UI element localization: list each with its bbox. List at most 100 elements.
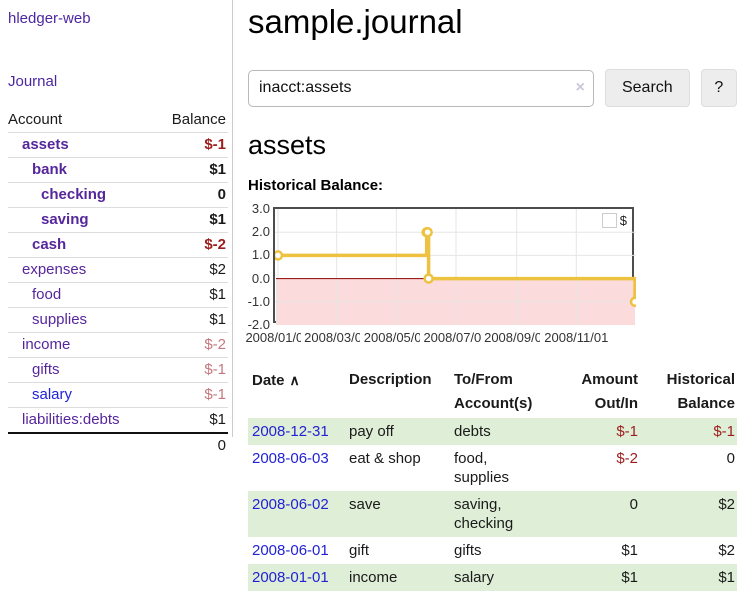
transaction-date-link[interactable]: 2008-12-31	[252, 423, 329, 440]
account-balance: $1	[154, 282, 228, 308]
sidebar-item-journal[interactable]: Journal	[8, 73, 58, 90]
transaction-balance: $2	[718, 542, 735, 559]
sidebar: hledger-web Journal Account Balance asse…	[0, 0, 233, 458]
transaction-description: gift	[349, 542, 370, 559]
y-tick-label: 3.0	[251, 201, 270, 216]
x-tick-label: 2008/05/01	[360, 330, 433, 345]
account-balance: $1	[154, 407, 228, 433]
main-content: sample.journal × Search ? assets Histori…	[233, 0, 742, 591]
account-link[interactable]: checking	[41, 186, 107, 203]
account-link[interactable]: bank	[32, 161, 68, 178]
account-balance: $-2	[154, 332, 228, 358]
account-row: checking 0	[8, 182, 228, 208]
y-tick-label: 0.0	[251, 270, 270, 286]
transaction-amount: $-2	[616, 450, 638, 467]
account-row: supplies $1	[8, 307, 228, 333]
chart-point	[423, 273, 434, 284]
accounts-tbody: assets $-1 bank $1 checking 0 saving $1 cash $-2 e…	[8, 132, 228, 433]
accounts-total-value: 0	[154, 432, 228, 458]
chart-plot-area[interactable]: $	[273, 207, 636, 325]
search-input[interactable]	[248, 69, 594, 107]
transaction-accounts: saving, checking	[454, 491, 554, 537]
search-form: × Search ?	[248, 69, 737, 107]
transaction-accounts: salary	[454, 564, 554, 591]
help-button[interactable]: ?	[700, 69, 737, 107]
account-balance: 0	[154, 182, 228, 208]
x-tick-label: 2008/09/01	[480, 330, 553, 345]
account-row: food $1	[8, 282, 228, 308]
account-balance: $1	[154, 207, 228, 233]
transaction-balance: 0	[726, 450, 735, 467]
account-row: cash $-2	[8, 232, 228, 258]
account-link[interactable]: expenses	[22, 261, 87, 278]
legend-label: $	[619, 213, 627, 228]
transaction-date-cell: 2008-01-01	[248, 564, 349, 591]
transaction-date-link[interactable]: 2008-01-01	[252, 569, 329, 586]
transaction-date-link[interactable]: 2008-06-01	[252, 542, 329, 559]
account-link[interactable]: liabilities:debts	[22, 411, 120, 428]
account-link[interactable]: income	[22, 336, 71, 353]
x-tick-label: 2008/01/01	[242, 330, 314, 345]
transaction-date-link[interactable]: 2008-06-02	[252, 496, 329, 513]
search-button[interactable]: Search	[604, 69, 690, 107]
accounts-header-account: Account	[8, 111, 63, 128]
transactions-header-row: Date ∧ Description To/From Account(s) Amo…	[248, 368, 737, 418]
transactions-tbody: 2008-12-31 pay off debts $-1 $-1 2008-06-03 ea…	[248, 418, 737, 591]
transaction-amount: $1	[621, 542, 638, 559]
transaction-date-link[interactable]: 2008-06-03	[252, 450, 329, 467]
chart-legend: $	[601, 213, 627, 228]
chart-point	[629, 296, 636, 308]
transaction-date-cell: 2008-06-01	[248, 537, 349, 564]
transaction-balance: $2	[640, 491, 737, 537]
chart-canvas	[275, 209, 636, 325]
transaction-description: income	[349, 564, 454, 591]
transaction-row: 2008-06-01 gift gifts $1 $2	[248, 537, 737, 564]
column-header-amount: Amount Out/In	[581, 371, 638, 412]
account-row: saving $1	[8, 207, 228, 233]
accounts-total-row: 0	[8, 432, 228, 458]
chart-title: Historical Balance:	[248, 177, 384, 194]
accounts-total-spacer	[8, 432, 155, 458]
transaction-amount: $-1	[554, 418, 640, 445]
account-row: liabilities:debts $1	[8, 407, 228, 433]
transactions-table: Date ∧ Description To/From Account(s) Amo…	[248, 368, 737, 591]
chart-point	[422, 226, 433, 238]
y-tick-label: 1.0	[251, 247, 270, 263]
account-row: expenses $2	[8, 257, 228, 283]
account-heading: assets	[248, 130, 327, 160]
transaction-row: 2008-06-02 save saving, checking 0 $2	[248, 491, 737, 537]
transaction-accounts: gifts	[454, 542, 482, 559]
account-link[interactable]: salary	[32, 386, 73, 403]
column-header-accounts: To/From Account(s)	[454, 371, 533, 412]
transaction-row: 2008-01-01 income salary $1 $1	[248, 564, 737, 591]
account-link[interactable]: cash	[32, 236, 67, 253]
account-row: income $-2	[8, 332, 228, 358]
transaction-balance: $-1	[640, 418, 737, 445]
y-tick-label: -2.0	[247, 317, 270, 332]
date-header-label: Date	[252, 372, 285, 389]
y-tick-label: 2.0	[251, 224, 270, 240]
transaction-description: pay off	[349, 418, 454, 445]
account-row: salary $-1	[8, 382, 228, 408]
account-balance: $-2	[154, 232, 228, 258]
sort-asc-icon: ∧	[289, 372, 300, 388]
y-tick-label: -1.0	[247, 293, 270, 309]
account-row: gifts $-1	[8, 357, 228, 383]
transaction-description: save	[349, 491, 454, 537]
clear-search-icon[interactable]: ×	[575, 78, 585, 96]
account-link[interactable]: gifts	[32, 361, 60, 378]
app-title-link[interactable]: hledger-web	[8, 10, 91, 27]
account-balance: $1	[154, 157, 228, 183]
account-link[interactable]: assets	[22, 136, 69, 153]
x-tick-label: 2008/03/01	[300, 330, 373, 345]
page-title: sample.journal	[248, 3, 463, 40]
account-link[interactable]: supplies	[32, 311, 88, 328]
account-link[interactable]: food	[32, 286, 62, 303]
account-balance: $-1	[154, 357, 228, 383]
column-header-date[interactable]: Date ∧	[248, 368, 349, 418]
legend-swatch	[601, 213, 617, 228]
transaction-date-cell: 2008-06-02	[248, 491, 349, 537]
account-link[interactable]: saving	[41, 211, 89, 228]
transaction-amount: 0	[554, 491, 640, 537]
balance-chart: $ 3.0 2.0 1.0 0.0 -1.0 -2.0 2008/01/01 2008/03…	[242, 201, 733, 349]
